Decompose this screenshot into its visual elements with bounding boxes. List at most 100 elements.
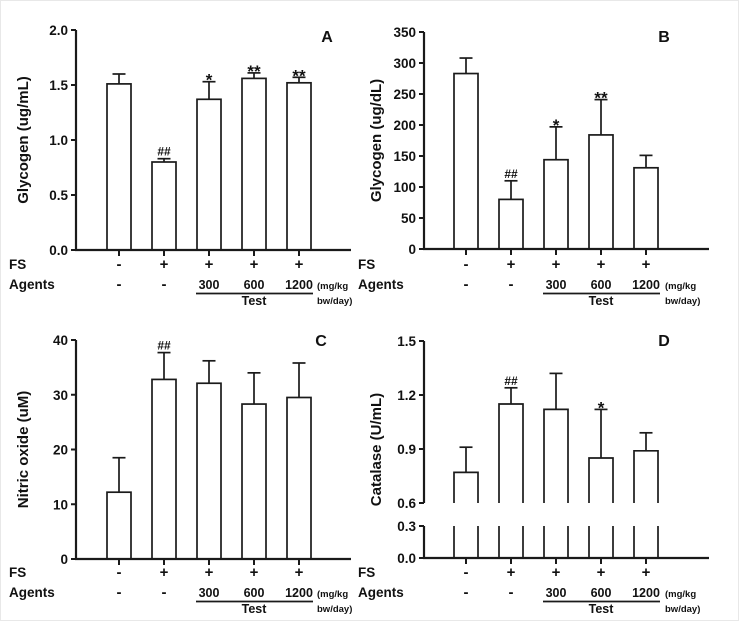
agents-value: - [464, 276, 469, 293]
fs-value: + [552, 256, 561, 273]
agents-value: 300 [199, 586, 220, 600]
panel-D: ## * 0.0 0.3 0.6 0.9 1.2 1.5 Catalase (U/mL) D FS A… [358, 333, 709, 616]
dose-unit-line2: bw/day) [665, 604, 700, 615]
significance-star: * [206, 71, 213, 90]
significance-star: ** [594, 89, 608, 108]
y-tick-label: 50 [401, 211, 416, 226]
significance-hash: ## [157, 339, 171, 353]
y-tick-label: 1.5 [397, 334, 416, 349]
y-tick-label: 0.5 [49, 188, 68, 203]
fs-row-label: FS [358, 257, 375, 272]
y-tick-label: 300 [393, 56, 416, 71]
y-axis-title: Glycogen (ug/dL) [368, 79, 385, 202]
agents-value: 1200 [632, 586, 660, 600]
agents-value: 300 [546, 278, 567, 292]
test-group-label: Test [589, 294, 615, 308]
agents-value: 600 [591, 586, 612, 600]
y-tick-label: 0.0 [397, 551, 416, 566]
agents-value: 600 [244, 586, 265, 600]
panel-C: ## 0 10 20 30 40 Nitric oxide (uM) C FS Agents - + +… [9, 333, 352, 616]
bar [633, 166, 659, 250]
y-tick-label: 40 [53, 333, 68, 348]
agents-value: - [117, 276, 122, 293]
panel-letter: B [658, 29, 670, 46]
y-tick-label: 1.0 [49, 133, 68, 148]
fs-value: + [642, 564, 651, 581]
y-tick-label: 0.0 [49, 243, 68, 258]
dose-unit-line2: bw/day) [665, 296, 700, 307]
agents-value: 300 [199, 278, 220, 292]
dose-unit-line1: (mg/kg [665, 281, 696, 292]
y-tick-label: 0.9 [397, 442, 416, 457]
fs-value: - [464, 256, 469, 273]
significance-hash: ## [504, 374, 518, 388]
dose-unit-line1: (mg/kg [317, 589, 348, 600]
dose-unit-line1: (mg/kg [665, 589, 696, 600]
fs-value: - [464, 564, 469, 581]
dose-unit-line2: bw/day) [317, 296, 352, 307]
y-tick-label: 0 [408, 242, 416, 257]
dose-unit-line1: (mg/kg [317, 281, 348, 292]
fs-row-label: FS [358, 565, 375, 580]
y-tick-label: 0 [60, 552, 68, 567]
agents-value: 1200 [632, 278, 660, 292]
fs-value: + [507, 256, 516, 273]
agents-value: - [162, 276, 167, 293]
bar [106, 491, 132, 560]
y-axis-title: Glycogen (ug/mL) [15, 76, 32, 204]
y-tick-label: 0.6 [397, 496, 416, 511]
significance-star: * [598, 398, 605, 417]
agents-value: - [509, 276, 514, 293]
fs-value: + [160, 256, 169, 273]
bar [241, 77, 267, 251]
y-tick-label: 200 [393, 118, 416, 133]
bar-upper-segment [453, 471, 479, 503]
bar-upper-segment [633, 449, 659, 503]
bar [196, 382, 222, 560]
significance-hash: ## [504, 167, 518, 181]
significance-star: * [553, 116, 560, 135]
y-tick-label: 150 [393, 149, 416, 164]
agents-value: 600 [244, 278, 265, 292]
test-group-label: Test [589, 602, 615, 616]
bar [106, 83, 132, 251]
y-tick-label: 10 [53, 497, 68, 512]
bar [453, 72, 479, 250]
agents-value: 1200 [285, 278, 313, 292]
significance-star: ** [292, 66, 306, 85]
agents-value: - [162, 584, 167, 601]
bar-upper-segment [588, 457, 614, 503]
y-tick-label: 30 [53, 388, 68, 403]
significance-star: ** [247, 62, 261, 81]
fs-value: + [597, 564, 606, 581]
agents-row-label: Agents [358, 277, 404, 292]
panel-letter: C [315, 333, 327, 350]
bar [286, 396, 312, 560]
agents-value: - [464, 584, 469, 601]
y-tick-label: 250 [393, 87, 416, 102]
fs-value: + [205, 256, 214, 273]
test-group-label: Test [242, 602, 268, 616]
fs-value: + [597, 256, 606, 273]
fs-value: + [642, 256, 651, 273]
bar [543, 158, 569, 250]
panel-letter: D [658, 333, 670, 350]
fs-value: + [295, 256, 304, 273]
fs-row-label: FS [9, 257, 26, 272]
fs-value: + [205, 564, 214, 581]
y-tick-label: 1.2 [397, 388, 416, 403]
y-tick-label: 350 [393, 25, 416, 40]
agents-row-label: Agents [9, 277, 55, 292]
significance-hash: ## [157, 145, 171, 159]
fs-value: + [295, 564, 304, 581]
fs-value: + [160, 564, 169, 581]
agents-value: 1200 [285, 586, 313, 600]
bar [286, 81, 312, 251]
fs-value: + [552, 564, 561, 581]
bar [498, 198, 524, 250]
agents-row-label: Agents [9, 585, 55, 600]
bar-upper-segment [498, 403, 524, 503]
bar [196, 98, 222, 251]
